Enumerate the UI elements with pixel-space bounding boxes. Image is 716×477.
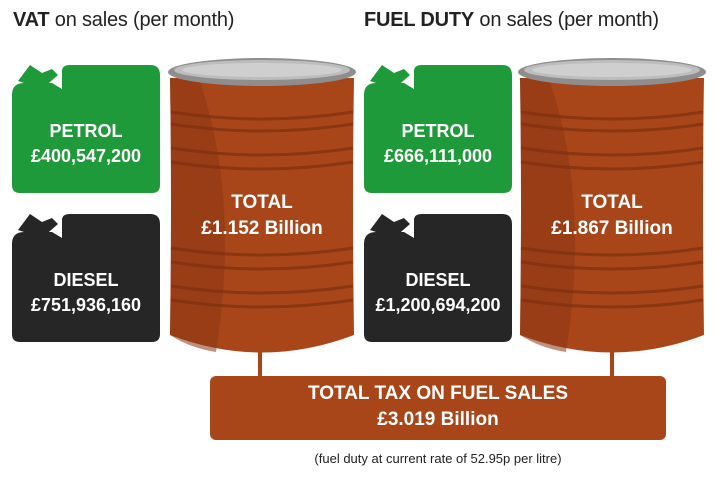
vat-diesel-label: DIESEL £751,936,160 bbox=[12, 268, 160, 318]
footnote: (fuel duty at current rate of 52.95p per… bbox=[314, 451, 562, 466]
vat-barrel-icon bbox=[168, 58, 356, 353]
grand-total-label: TOTAL TAX ON FUEL SALES £3.019 Billion bbox=[210, 381, 666, 433]
vat-heading: VAT on sales (per month) bbox=[13, 9, 234, 32]
grand-total-title: TOTAL TAX ON FUEL SALES bbox=[307, 383, 569, 404]
fuel-petrol-label: PETROL £666,111,000 bbox=[364, 119, 512, 169]
fuel-duty-heading-bold: FUEL DUTY bbox=[364, 9, 475, 31]
fuel-diesel-label: DIESEL £1,200,694,200 bbox=[364, 268, 512, 318]
vat-diesel-value: £751,936,160 bbox=[30, 295, 142, 315]
vat-petrol-value: £400,547,200 bbox=[30, 146, 142, 166]
vat-petrol-can-icon bbox=[12, 65, 160, 193]
grand-total-box bbox=[210, 376, 666, 440]
vat-total-value: £1.152 Billion bbox=[201, 218, 323, 239]
vat-diesel-can-icon bbox=[12, 214, 160, 342]
fuel-petrol-can-icon bbox=[364, 65, 512, 193]
vat-petrol-title: PETROL bbox=[49, 121, 123, 141]
fuel-diesel-value: £1,200,694,200 bbox=[375, 295, 501, 315]
vat-petrol-label: PETROL £400,547,200 bbox=[12, 119, 160, 169]
fuel-total-label: TOTAL £1.867 Billion bbox=[522, 190, 702, 242]
fuel-diesel-can-icon bbox=[364, 214, 512, 342]
fuel-diesel-title: DIESEL bbox=[405, 270, 471, 290]
vat-diesel-title: DIESEL bbox=[53, 270, 119, 290]
fuel-petrol-value: £666,111,000 bbox=[383, 146, 493, 166]
fuel-duty-heading-rest: on sales (per month) bbox=[474, 9, 659, 31]
fuel-duty-heading: FUEL DUTY on sales (per month) bbox=[364, 9, 659, 32]
fuel-petrol-title: PETROL bbox=[401, 121, 475, 141]
vat-total-title: TOTAL bbox=[231, 192, 293, 213]
fuel-barrel-icon bbox=[518, 58, 706, 353]
grand-total-value: £3.019 Billion bbox=[377, 409, 499, 430]
vat-connector bbox=[258, 350, 262, 378]
fuel-connector bbox=[610, 350, 614, 378]
vat-heading-rest: on sales (per month) bbox=[49, 9, 235, 31]
fuel-total-value: £1.867 Billion bbox=[551, 218, 673, 239]
fuel-total-title: TOTAL bbox=[581, 192, 643, 213]
vat-total-label: TOTAL £1.152 Billion bbox=[172, 190, 352, 242]
vat-heading-bold: VAT bbox=[13, 9, 50, 31]
